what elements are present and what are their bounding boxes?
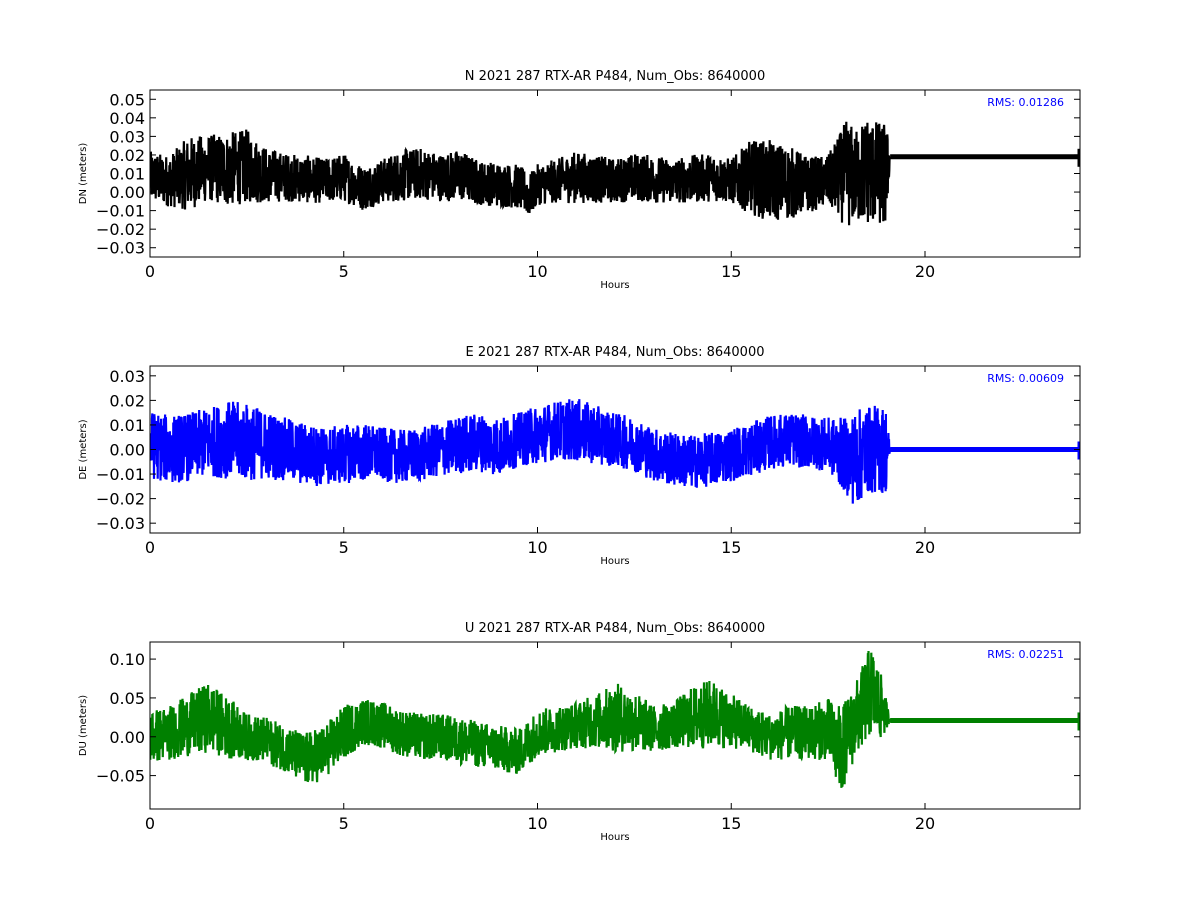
panel-n-xtick-label: 10: [527, 262, 547, 281]
panel-n-xtick-label: 5: [339, 262, 349, 281]
panel-e-xtick-label: 10: [527, 538, 547, 557]
panel-e-ytick-label: −0.01: [96, 465, 145, 484]
panel-u-xtick-label: 0: [145, 814, 155, 833]
panel-n: N 2021 287 RTX-AR P484, Num_Obs: 8640000…: [78, 69, 1081, 291]
panel-e-title: E 2021 287 RTX-AR P484, Num_Obs: 8640000: [466, 345, 765, 360]
panel-n-xlabel: Hours: [600, 280, 629, 291]
panel-n-xtick-label: 15: [721, 262, 741, 281]
panel-e-xtick-label: 20: [915, 538, 935, 557]
panel-n-ylabel: DN (meters): [78, 143, 89, 205]
panel-u-ytick-label: 0.10: [109, 650, 145, 669]
panel-u-ytick-label: 0.05: [109, 689, 145, 708]
panel-u-series-trace: [150, 650, 891, 788]
panel-n-title: N 2021 287 RTX-AR P484, Num_Obs: 8640000: [465, 69, 765, 84]
panel-e-ytick-label: 0.03: [109, 367, 145, 386]
panel-e-xtick-label: 0: [145, 538, 155, 557]
panel-u-xlabel: Hours: [600, 832, 629, 843]
panel-n-ytick-label: −0.02: [96, 220, 145, 239]
panel-u-rms-annotation: RMS: 0.02251: [987, 648, 1064, 661]
panel-u-title: U 2021 287 RTX-AR P484, Num_Obs: 8640000: [465, 621, 765, 636]
panel-n-ytick-label: −0.03: [96, 239, 145, 258]
panel-e-ytick-label: 0.00: [109, 441, 145, 460]
panel-n-ytick-label: 0.01: [109, 165, 145, 184]
panel-n-rms-annotation: RMS: 0.01286: [987, 96, 1064, 109]
panel-e-ytick-label: 0.02: [109, 391, 145, 410]
panel-u-xtick-label: 5: [339, 814, 349, 833]
panel-n-ytick-label: −0.01: [96, 202, 145, 221]
panel-n-ytick-label: 0.02: [109, 146, 145, 165]
panel-n-series-trace: [150, 121, 891, 226]
panel-u: U 2021 287 RTX-AR P484, Num_Obs: 8640000…: [78, 621, 1081, 843]
panel-u-ylabel: DU (meters): [78, 695, 89, 756]
panel-e: E 2021 287 RTX-AR P484, Num_Obs: 8640000…: [78, 345, 1081, 567]
panel-e-rms-annotation: RMS: 0.00609: [987, 372, 1064, 385]
panel-u-xtick-label: 20: [915, 814, 935, 833]
panel-u-ytick-label: −0.05: [96, 767, 145, 786]
panel-n-xtick-label: 0: [145, 262, 155, 281]
panel-e-xtick-label: 15: [721, 538, 741, 557]
panel-e-ytick-label: 0.01: [109, 416, 145, 435]
panel-e-series-trace: [150, 399, 892, 504]
panel-n-ytick-label: 0.04: [109, 109, 145, 128]
panel-u-ytick-label: 0.00: [109, 728, 145, 747]
panel-n-ytick-label: 0.05: [109, 90, 145, 109]
panel-e-ytick-label: −0.02: [96, 490, 145, 509]
panel-e-xtick-label: 5: [339, 538, 349, 557]
panel-u-frame: [149, 641, 1081, 810]
panel-e-xlabel: Hours: [600, 556, 629, 567]
panel-n-ytick-label: 0.03: [109, 127, 145, 146]
panel-n-xtick-label: 20: [915, 262, 935, 281]
panel-e-ylabel: DE (meters): [78, 419, 89, 479]
panel-u-xtick-label: 15: [721, 814, 741, 833]
panel-n-ytick-label: 0.00: [109, 183, 145, 202]
panel-u-xtick-label: 10: [527, 814, 547, 833]
panel-e-ytick-label: −0.03: [96, 514, 145, 533]
